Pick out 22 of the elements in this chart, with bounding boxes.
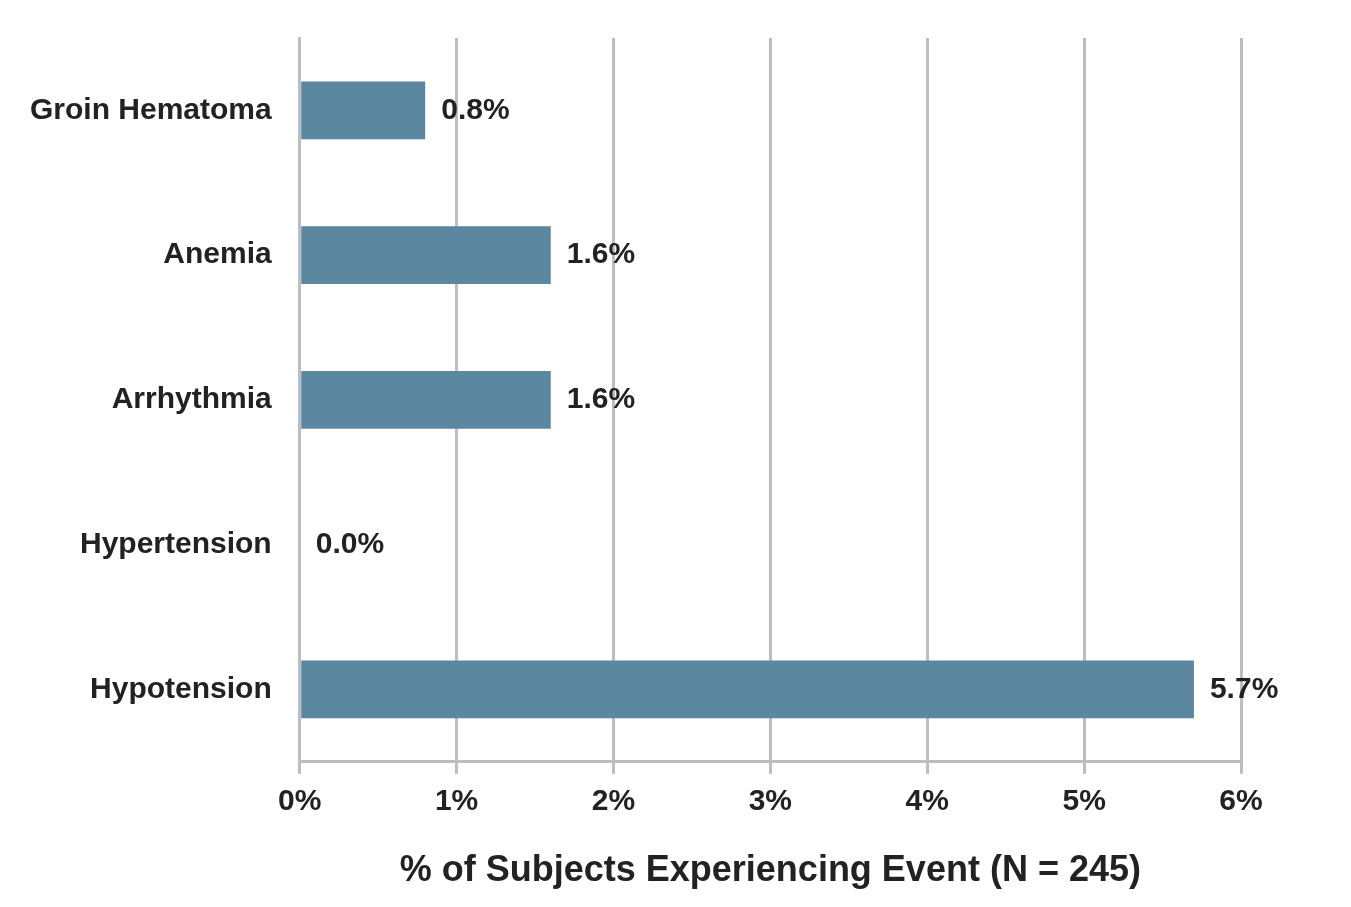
x-axis-title: % of Subjects Experiencing Event (N = 245) — [399, 848, 1141, 890]
y-tick-label: Anemia — [163, 236, 273, 270]
x-tick-label: 6% — [1219, 783, 1263, 817]
data-label: 5.7% — [1209, 670, 1279, 704]
x-tick-label: 2% — [591, 783, 636, 817]
y-tick-label: Hypertension — [80, 525, 272, 559]
data-label: 1.6% — [566, 236, 636, 270]
bar — [301, 81, 426, 140]
y-tick-label: Hypotension — [90, 670, 272, 704]
x-tick-label: 0% — [278, 783, 322, 817]
x-tick-label: 3% — [748, 783, 793, 817]
x-tick-label: 4% — [905, 783, 949, 817]
y-tick-label: Arrhythmia — [111, 381, 273, 415]
x-tick-label: 1% — [434, 783, 479, 817]
data-label: 0.8% — [441, 91, 510, 125]
y-tick-label: Groin Hematoma — [30, 91, 273, 125]
bar — [301, 226, 551, 285]
x-tick-label: 5% — [1062, 783, 1106, 817]
bar — [301, 370, 551, 429]
data-label: 0.0% — [315, 525, 385, 559]
bar — [301, 660, 1194, 719]
data-label: 1.6% — [566, 381, 636, 415]
